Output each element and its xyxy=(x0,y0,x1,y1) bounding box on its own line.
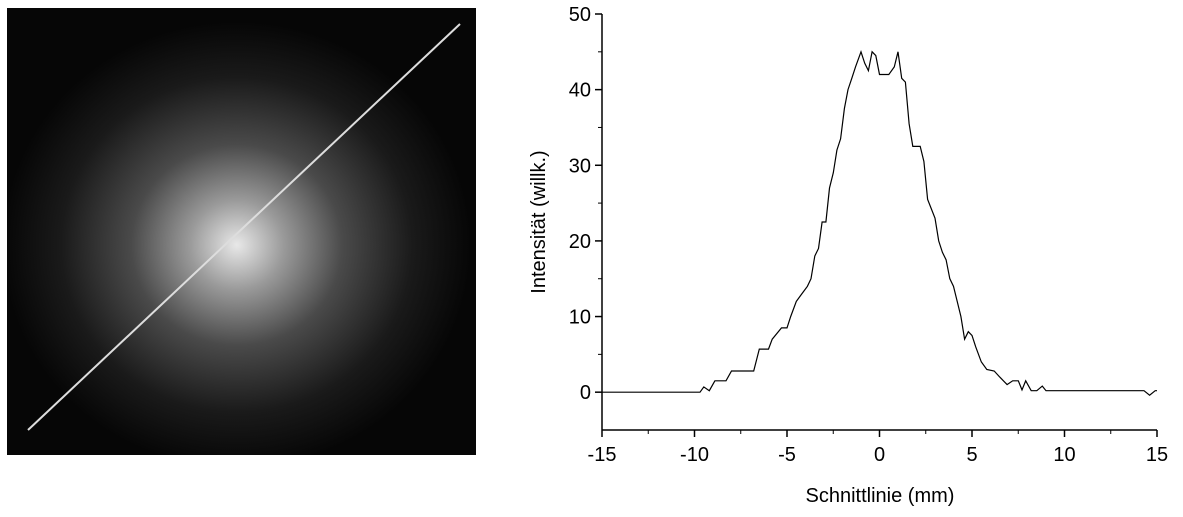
y-tick-label: 30 xyxy=(569,155,591,177)
y-tick-label: 20 xyxy=(569,231,591,253)
x-tick-label: 5 xyxy=(966,444,977,466)
x-tick-label: 10 xyxy=(1053,444,1075,466)
y-tick-label: 50 xyxy=(569,4,591,26)
y-tick-label: 40 xyxy=(569,80,591,102)
y-axis-label: Intensität (willk.) xyxy=(528,150,550,293)
x-tick-label: 0 xyxy=(874,444,885,466)
y-tick-label: 10 xyxy=(569,307,591,329)
x-axis-label: Schnittlinie (mm) xyxy=(806,485,955,507)
cut-line xyxy=(27,23,461,431)
x-tick-label: 15 xyxy=(1146,444,1168,466)
x-tick-label: -5 xyxy=(778,444,796,466)
y-tick-label: 0 xyxy=(580,382,591,404)
x-tick-label: -10 xyxy=(680,444,709,466)
x-tick-label: -15 xyxy=(588,444,617,466)
profile-line xyxy=(602,49,1157,396)
